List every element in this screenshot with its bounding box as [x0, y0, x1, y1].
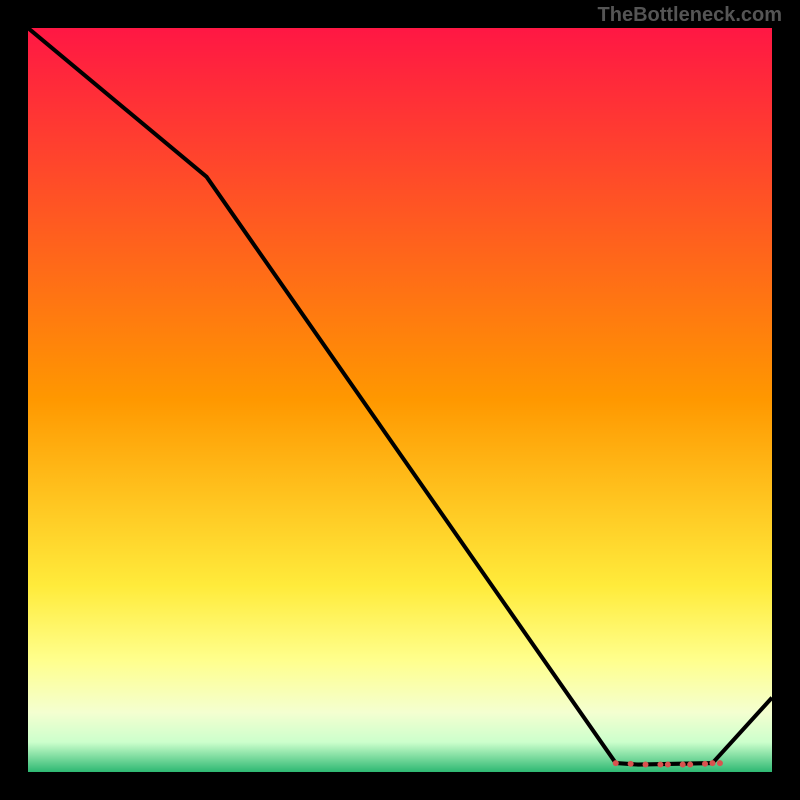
chart-line — [28, 28, 772, 765]
chart-marker — [717, 760, 723, 766]
watermark-text: TheBottleneck.com — [598, 4, 782, 27]
chart-marker — [613, 760, 619, 766]
chart-line-layer — [28, 28, 772, 772]
chart-marker — [680, 762, 686, 768]
x-axis-blackout — [0, 772, 800, 800]
chart-marker — [628, 761, 634, 767]
chart-marker — [643, 762, 649, 768]
chart-marker — [657, 762, 663, 768]
chart-plot-area — [28, 28, 772, 772]
chart-marker — [687, 762, 693, 768]
chart-marker — [702, 761, 708, 767]
chart-marker — [709, 760, 715, 766]
chart-marker — [665, 762, 671, 768]
